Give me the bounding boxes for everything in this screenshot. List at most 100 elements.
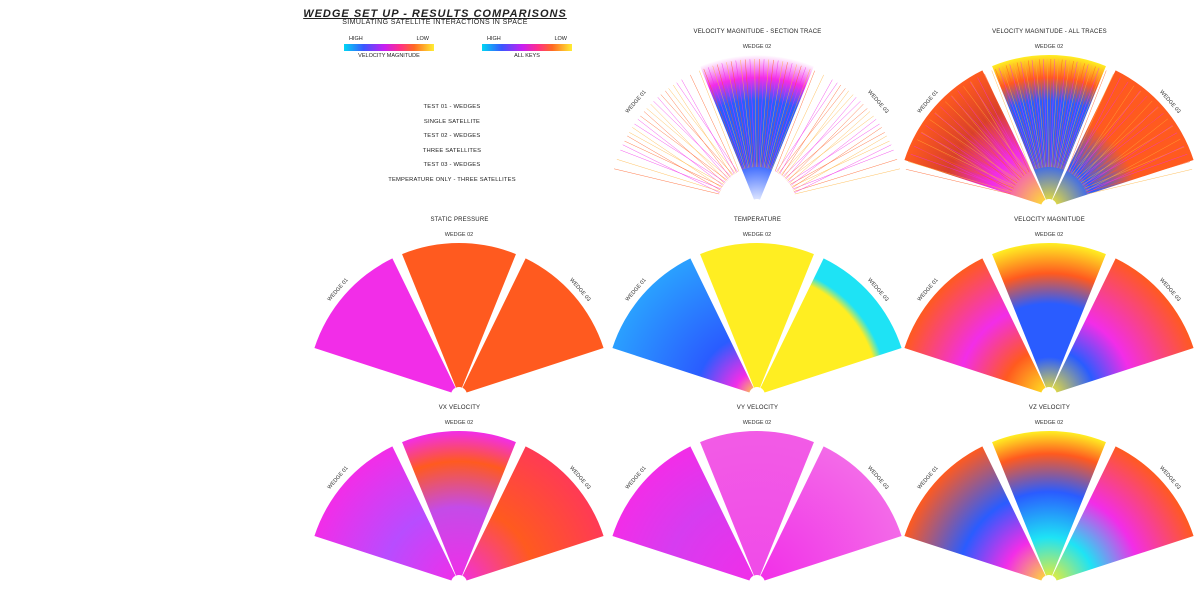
streamline xyxy=(963,86,1029,173)
streamline xyxy=(1027,60,1044,168)
streamline xyxy=(1083,125,1173,188)
streamline xyxy=(632,127,723,189)
streamline xyxy=(984,73,1030,173)
streamline xyxy=(673,84,733,176)
streamline xyxy=(1035,59,1046,168)
streamline xyxy=(761,59,774,168)
legend-label: VELOCITY MAGNITUDE xyxy=(358,53,420,59)
streamline xyxy=(1060,65,1093,169)
legend-gradient-bar xyxy=(344,44,434,51)
streamline xyxy=(613,168,720,195)
streamline xyxy=(699,70,740,172)
panel-vz-velocity: VZ VELOCITY WEDGE 01 WEDGE 02 WEDGE 03 xyxy=(902,405,1197,585)
wedge-label: WEDGE 02 xyxy=(743,44,771,50)
streamline xyxy=(1002,66,1037,170)
panel-title: VELOCITY MAGNITUDE - SECTION TRACE xyxy=(693,29,822,35)
streamline xyxy=(765,62,788,168)
streamline xyxy=(757,59,760,168)
streamline xyxy=(786,115,874,181)
streamline xyxy=(1039,59,1047,168)
streamline xyxy=(769,67,807,170)
streamline xyxy=(646,108,730,179)
wedge-1 xyxy=(612,258,754,393)
streamline xyxy=(1061,66,1096,170)
streamline xyxy=(789,111,871,184)
streamline xyxy=(1024,61,1043,168)
streamline xyxy=(762,60,779,168)
panel-static-pressure: STATIC PRESSURE WEDGE 01 WEDGE 02 WEDGE 03 xyxy=(312,217,607,397)
streamline xyxy=(793,135,887,191)
streamline xyxy=(754,59,757,168)
streamline xyxy=(793,159,898,192)
streamline xyxy=(776,82,838,173)
legend-low-label: LOW xyxy=(554,36,567,42)
streamline xyxy=(1073,85,1135,177)
panel-title: VELOCITY MAGNITUDE xyxy=(1014,217,1085,223)
streamline xyxy=(977,77,1028,174)
streamline xyxy=(1068,73,1114,173)
wedge-label: WEDGE 02 xyxy=(743,232,771,238)
streamline xyxy=(774,70,815,172)
streamline xyxy=(779,79,833,175)
streamline xyxy=(991,70,1032,172)
streamline xyxy=(1070,77,1121,174)
streamline xyxy=(1062,67,1100,170)
streamline xyxy=(1055,61,1074,168)
streamline xyxy=(616,159,721,192)
streamline xyxy=(791,140,890,187)
wedge-1 xyxy=(612,70,754,205)
test-list-item: TEST 03 - WEDGES xyxy=(423,162,481,168)
wedge-1 xyxy=(314,446,456,581)
streamline xyxy=(660,94,734,176)
streamline xyxy=(759,59,770,168)
streamline xyxy=(730,61,751,168)
panel-temperature: TEMPERATURE WEDGE 01 WEDGE 02 WEDGE 03 xyxy=(610,217,905,397)
streamline xyxy=(1013,63,1040,169)
streamline xyxy=(703,68,743,170)
streamline xyxy=(956,90,1027,175)
wedge-2 xyxy=(992,243,1106,388)
streamline xyxy=(929,119,1019,182)
streamline xyxy=(665,90,731,178)
streamline xyxy=(634,123,726,183)
streamline xyxy=(1066,70,1107,172)
streamline xyxy=(771,68,811,170)
streamline xyxy=(1049,59,1052,168)
streamline xyxy=(920,132,1016,185)
streamline xyxy=(1075,90,1141,178)
streamline xyxy=(1072,81,1128,175)
streamline xyxy=(1086,145,1184,194)
panel-title: STATIC PRESSURE xyxy=(430,217,489,223)
streamline xyxy=(1081,112,1164,184)
wedge-label: WEDGE 02 xyxy=(1035,232,1063,238)
streamline xyxy=(1052,59,1063,168)
streamline xyxy=(707,67,745,170)
streamline xyxy=(758,59,765,168)
streamline xyxy=(653,101,732,177)
streamline xyxy=(767,64,797,169)
streamlines-3 xyxy=(1066,70,1193,195)
streamline xyxy=(777,74,824,173)
streamline xyxy=(1084,131,1177,190)
page-title: WEDGE SET UP - RESULTS COMPARISONS xyxy=(303,8,567,20)
streamline xyxy=(780,94,854,176)
wedge-3 xyxy=(462,258,604,393)
streamline xyxy=(969,81,1031,172)
streamline xyxy=(1020,61,1042,168)
streamline xyxy=(629,132,725,185)
streamlines-1 xyxy=(613,70,740,195)
streamline xyxy=(924,125,1018,184)
wedge-2 xyxy=(700,243,814,388)
streamline xyxy=(1009,64,1039,169)
panel-velocity-magnitude: VELOCITY MAGNITUDE WEDGE 01 WEDGE 02 WEDGE… xyxy=(902,217,1197,397)
streamline xyxy=(787,103,864,182)
wedge-1 xyxy=(904,258,1046,393)
streamline xyxy=(1056,61,1078,168)
streamline xyxy=(1085,138,1181,192)
streamline xyxy=(1080,106,1158,183)
streamline xyxy=(740,59,753,168)
